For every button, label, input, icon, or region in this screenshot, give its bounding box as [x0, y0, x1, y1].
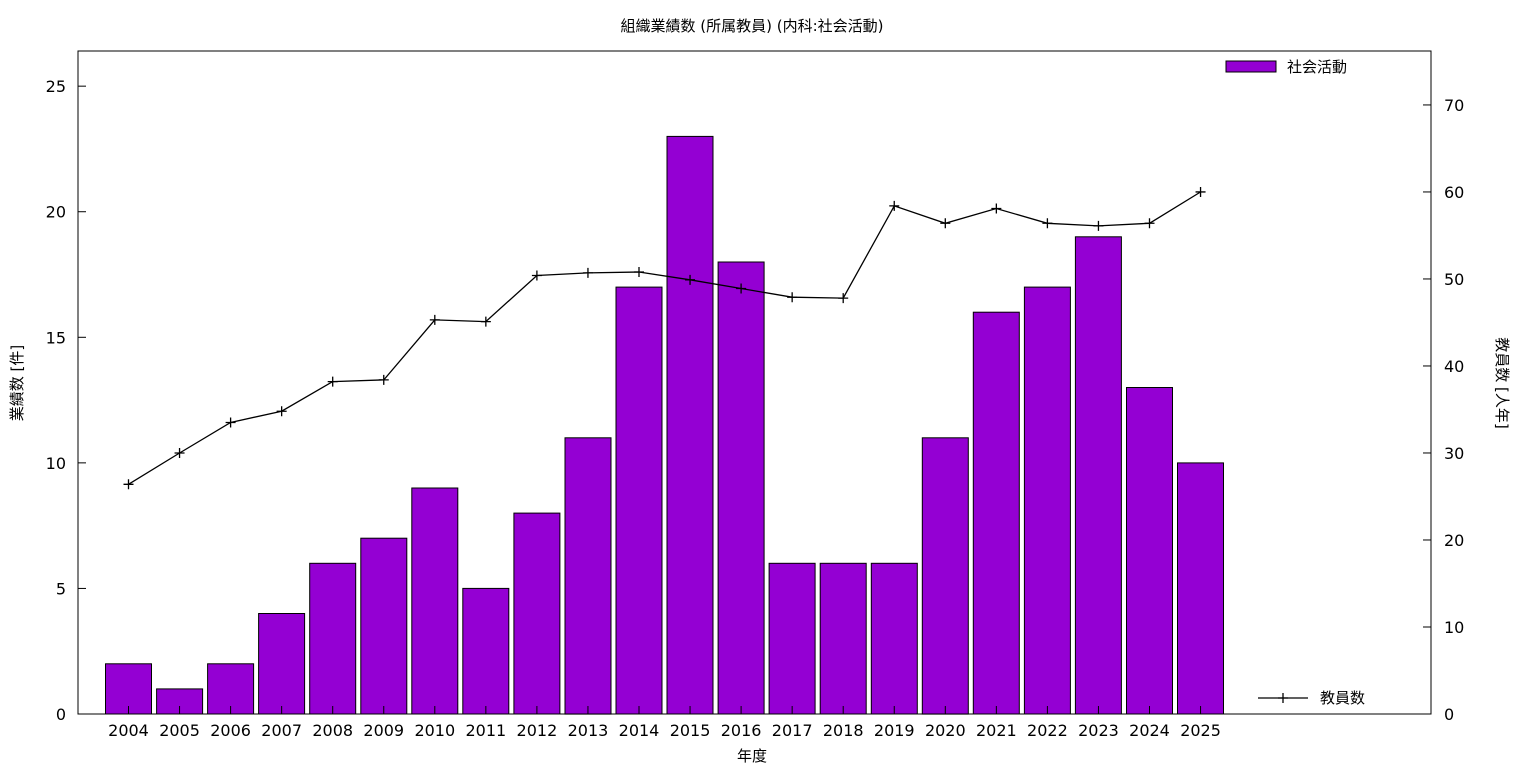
bar-2012: [513, 512, 561, 715]
bar-2007: [258, 613, 306, 715]
bar-2004: [105, 663, 152, 715]
bar-2024: [1126, 387, 1173, 715]
legend-bars: 社会活動: [1225, 58, 1347, 76]
faculty-point-2004: [123, 479, 134, 490]
x-tick-label: 2015: [670, 721, 711, 740]
x-tick-label: 2021: [976, 721, 1017, 740]
faculty-point-2005: [174, 447, 185, 458]
legend-bar-swatch: [1225, 60, 1277, 73]
x-tick-label: 2023: [1078, 721, 1119, 740]
faculty-point-2011: [480, 316, 491, 327]
faculty-point-2019: [889, 200, 900, 211]
faculty-point-2006: [225, 417, 236, 428]
faculty-point-2012: [531, 270, 542, 281]
y2-axis-label: 教員数 [人年]: [1493, 337, 1511, 428]
bar-2018: [819, 562, 867, 715]
faculty-point-2018: [838, 293, 849, 304]
legend-bar-label: 社会活動: [1287, 58, 1347, 76]
faculty-point-2015: [685, 274, 696, 285]
x-tick-label: 2013: [568, 721, 609, 740]
x-tick-label: 2012: [517, 721, 558, 740]
x-tick-label: 2016: [721, 721, 762, 740]
x-tick-label: 2006: [210, 721, 251, 740]
y2-tick-label: 40: [1444, 357, 1464, 376]
y-tick-label: 20: [46, 203, 66, 222]
x-tick-label: 2009: [363, 721, 404, 740]
plot-area: [105, 135, 1224, 715]
y-axis-label: 業績数 [件]: [8, 345, 26, 421]
y2-tick-label: 0: [1444, 705, 1454, 724]
faculty-point-2022: [1042, 218, 1053, 229]
faculty-point-2024: [1144, 218, 1155, 229]
x-tick-label: 2018: [823, 721, 864, 740]
faculty-point-2014: [634, 267, 644, 277]
plot-frame: [77, 50, 1432, 715]
right-axis-ticks: 0 10 20 30 40 50 60 70: [1423, 96, 1464, 724]
x-tick-label: 2025: [1180, 721, 1221, 740]
y2-tick-label: 60: [1444, 183, 1464, 202]
y-tick-label: 0: [56, 705, 66, 724]
bar-2006: [207, 663, 255, 715]
y2-tick-label: 10: [1444, 618, 1464, 637]
legend-line-marker: [1278, 693, 1288, 703]
y-tick-label: 25: [46, 77, 66, 96]
legend-line: 教員数: [1258, 689, 1365, 707]
y-tick-label: 10: [46, 454, 66, 473]
bar-2019: [870, 562, 918, 715]
bar-2020: [921, 437, 969, 715]
x-tick-label: 2011: [465, 721, 506, 740]
faculty-point-2016: [736, 283, 747, 294]
bar-2013: [564, 437, 612, 715]
faculty-point-2020: [940, 218, 951, 229]
x-tick-label: 2014: [619, 721, 660, 740]
bar-2021: [972, 311, 1020, 715]
faculty-point-2010: [429, 314, 440, 325]
x-tick-label: 2017: [772, 721, 813, 740]
faculty-point-2008: [327, 376, 338, 387]
y2-tick-label: 50: [1444, 270, 1464, 289]
x-tick-label: 2010: [414, 721, 455, 740]
bar-2023: [1074, 236, 1122, 715]
legend-line-label: 教員数: [1320, 689, 1365, 707]
x-tick-label: 2005: [159, 721, 200, 740]
faculty-point-2025: [1195, 186, 1206, 197]
faculty-line: [128, 191, 1201, 485]
x-tick-label: 2022: [1027, 721, 1068, 740]
bar-2015: [666, 135, 714, 715]
y2-tick-label: 70: [1444, 96, 1464, 115]
y-tick-label: 15: [46, 328, 66, 347]
bar-2011: [462, 587, 510, 715]
faculty-point-2023: [1093, 220, 1104, 231]
bar-2025: [1177, 462, 1224, 715]
bar-2017: [768, 562, 816, 715]
faculty-point-2017: [787, 292, 798, 303]
bar-2016: [717, 261, 765, 715]
x-tick-label: 2008: [312, 721, 353, 740]
x-tick-label: 2007: [261, 721, 302, 740]
x-tick-label: 2020: [925, 721, 966, 740]
bar-2022: [1023, 286, 1071, 715]
y2-tick-label: 30: [1444, 444, 1464, 463]
bar-2009: [360, 537, 408, 715]
left-axis-ticks: 0 5 10 15 20 25: [46, 77, 86, 724]
faculty-point-2007: [276, 406, 287, 417]
y2-tick-label: 20: [1444, 531, 1464, 550]
x-tick-label: 2019: [874, 721, 915, 740]
x-tick-label: 2024: [1129, 721, 1170, 740]
faculty-point-2013: [582, 267, 593, 278]
chart-title: 組織業績数 (所属教員) (内科:社会活動): [621, 17, 884, 35]
x-axis-label: 年度: [737, 747, 767, 765]
bar-2008: [309, 562, 357, 715]
bar-2014: [615, 286, 663, 715]
x-tick-label: 2004: [108, 721, 149, 740]
bar-2010: [411, 487, 459, 715]
faculty-point-2021: [991, 203, 1002, 214]
faculty-point-2009: [378, 374, 389, 385]
y-tick-label: 5: [56, 579, 66, 598]
x-axis-ticks: 2004 2005 2006 2007 2008 2009 2010 2011 2012 2013…: [108, 706, 1221, 740]
